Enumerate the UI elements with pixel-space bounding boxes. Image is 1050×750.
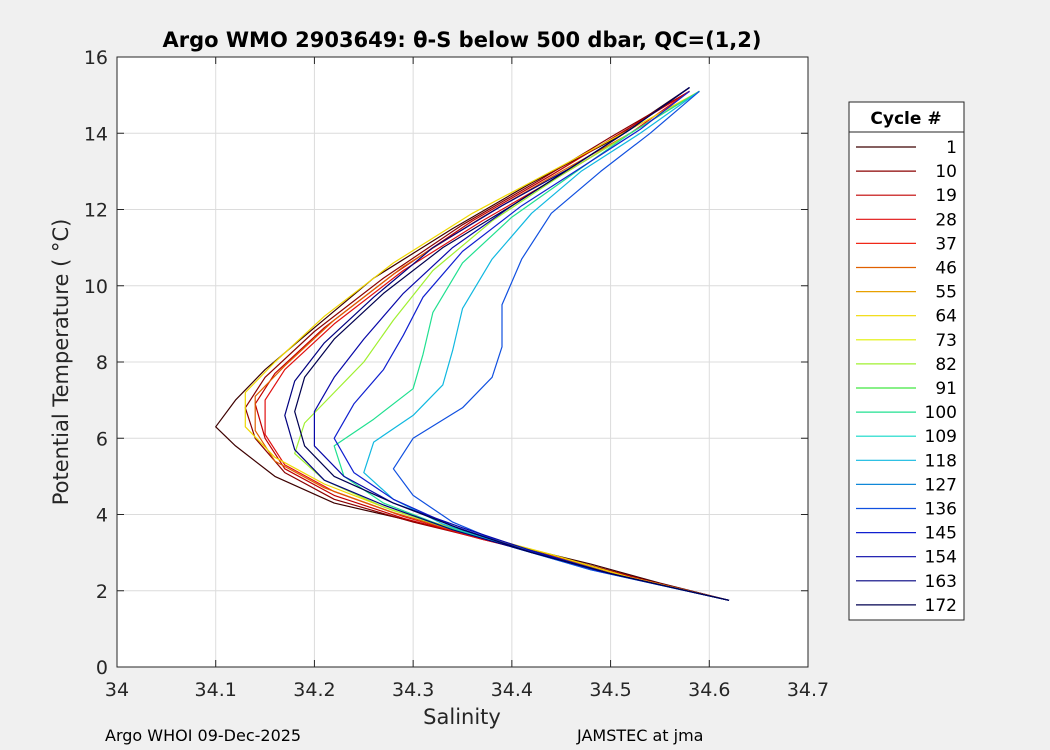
legend-entry-label: 64 xyxy=(935,307,957,327)
y-tick-label: 10 xyxy=(84,276,108,298)
y-tick-label: 4 xyxy=(96,505,108,527)
legend-entry-label: 118 xyxy=(925,451,957,471)
x-tick-label: 34.7 xyxy=(787,679,829,701)
chart-title: Argo WMO 2903649: θ-S below 500 dbar, QC… xyxy=(163,28,762,52)
y-tick-label: 16 xyxy=(84,47,108,69)
series-line-cycle-172 xyxy=(294,87,730,601)
footer-left-text: Argo WHOI 09-Dec-2025 xyxy=(105,726,302,745)
legend-entry-label: 46 xyxy=(935,259,957,279)
x-tick-label: 34.2 xyxy=(293,679,335,701)
y-tick-label: 0 xyxy=(96,657,108,679)
y-tick-label: 2 xyxy=(96,581,108,603)
legend-entry-label: 172 xyxy=(925,596,957,616)
legend-entry-label: 154 xyxy=(925,548,957,568)
footer-right-text: JAMSTEC at jma xyxy=(577,726,704,745)
x-tick-label: 34.1 xyxy=(195,679,237,701)
y-tick-label: 14 xyxy=(84,123,108,145)
legend: Cycle # 1 10 19 28 37 46 55 64 73 82 91 100 109 118 12… xyxy=(848,101,965,621)
legend-entry-label: 100 xyxy=(925,403,957,423)
x-tick-label: 34.4 xyxy=(491,679,533,701)
legend-entry-label: 136 xyxy=(925,500,957,520)
legend-entry-label: 82 xyxy=(935,355,957,375)
y-axis-label: Potential Temperature ( °C) xyxy=(49,219,73,506)
series-line-cycle-163 xyxy=(284,87,730,601)
legend-box xyxy=(848,101,965,621)
x-tick-label: 34.6 xyxy=(688,679,730,701)
legend-entry-label: 55 xyxy=(935,283,957,303)
legend-entry-label: 10 xyxy=(935,162,957,182)
legend-entry-label: 37 xyxy=(935,234,957,254)
legend-entry-label: 109 xyxy=(925,427,957,447)
series-line-cycle-118 xyxy=(363,90,730,601)
legend-entry-label: 19 xyxy=(935,186,957,206)
x-tick-label: 34.5 xyxy=(589,679,631,701)
legend-entry-label: 127 xyxy=(925,475,957,495)
legend-entry-label: 28 xyxy=(935,210,957,230)
y-tick-label: 12 xyxy=(84,200,108,222)
x-axis-label: Salinity xyxy=(423,705,501,729)
axis-ticks: 34 34.1 34.2 34.3 34.4 34.5 34.6 34.7 0 2 4 6 8 10 12 1… xyxy=(84,47,829,701)
y-tick-label: 6 xyxy=(96,428,108,450)
legend-entry-label: 163 xyxy=(925,572,957,592)
y-tick-label: 8 xyxy=(96,352,108,374)
legend-entry-label: 73 xyxy=(935,331,957,351)
legend-title: Cycle # xyxy=(870,109,941,129)
legend-entry-label: 145 xyxy=(925,524,957,544)
data-series xyxy=(215,87,730,601)
legend-entry-label: 91 xyxy=(935,379,957,399)
legend-entry-label: 1 xyxy=(946,138,957,158)
x-tick-label: 34 xyxy=(105,679,129,701)
x-tick-label: 34.3 xyxy=(392,679,434,701)
grid-lines xyxy=(117,57,808,667)
